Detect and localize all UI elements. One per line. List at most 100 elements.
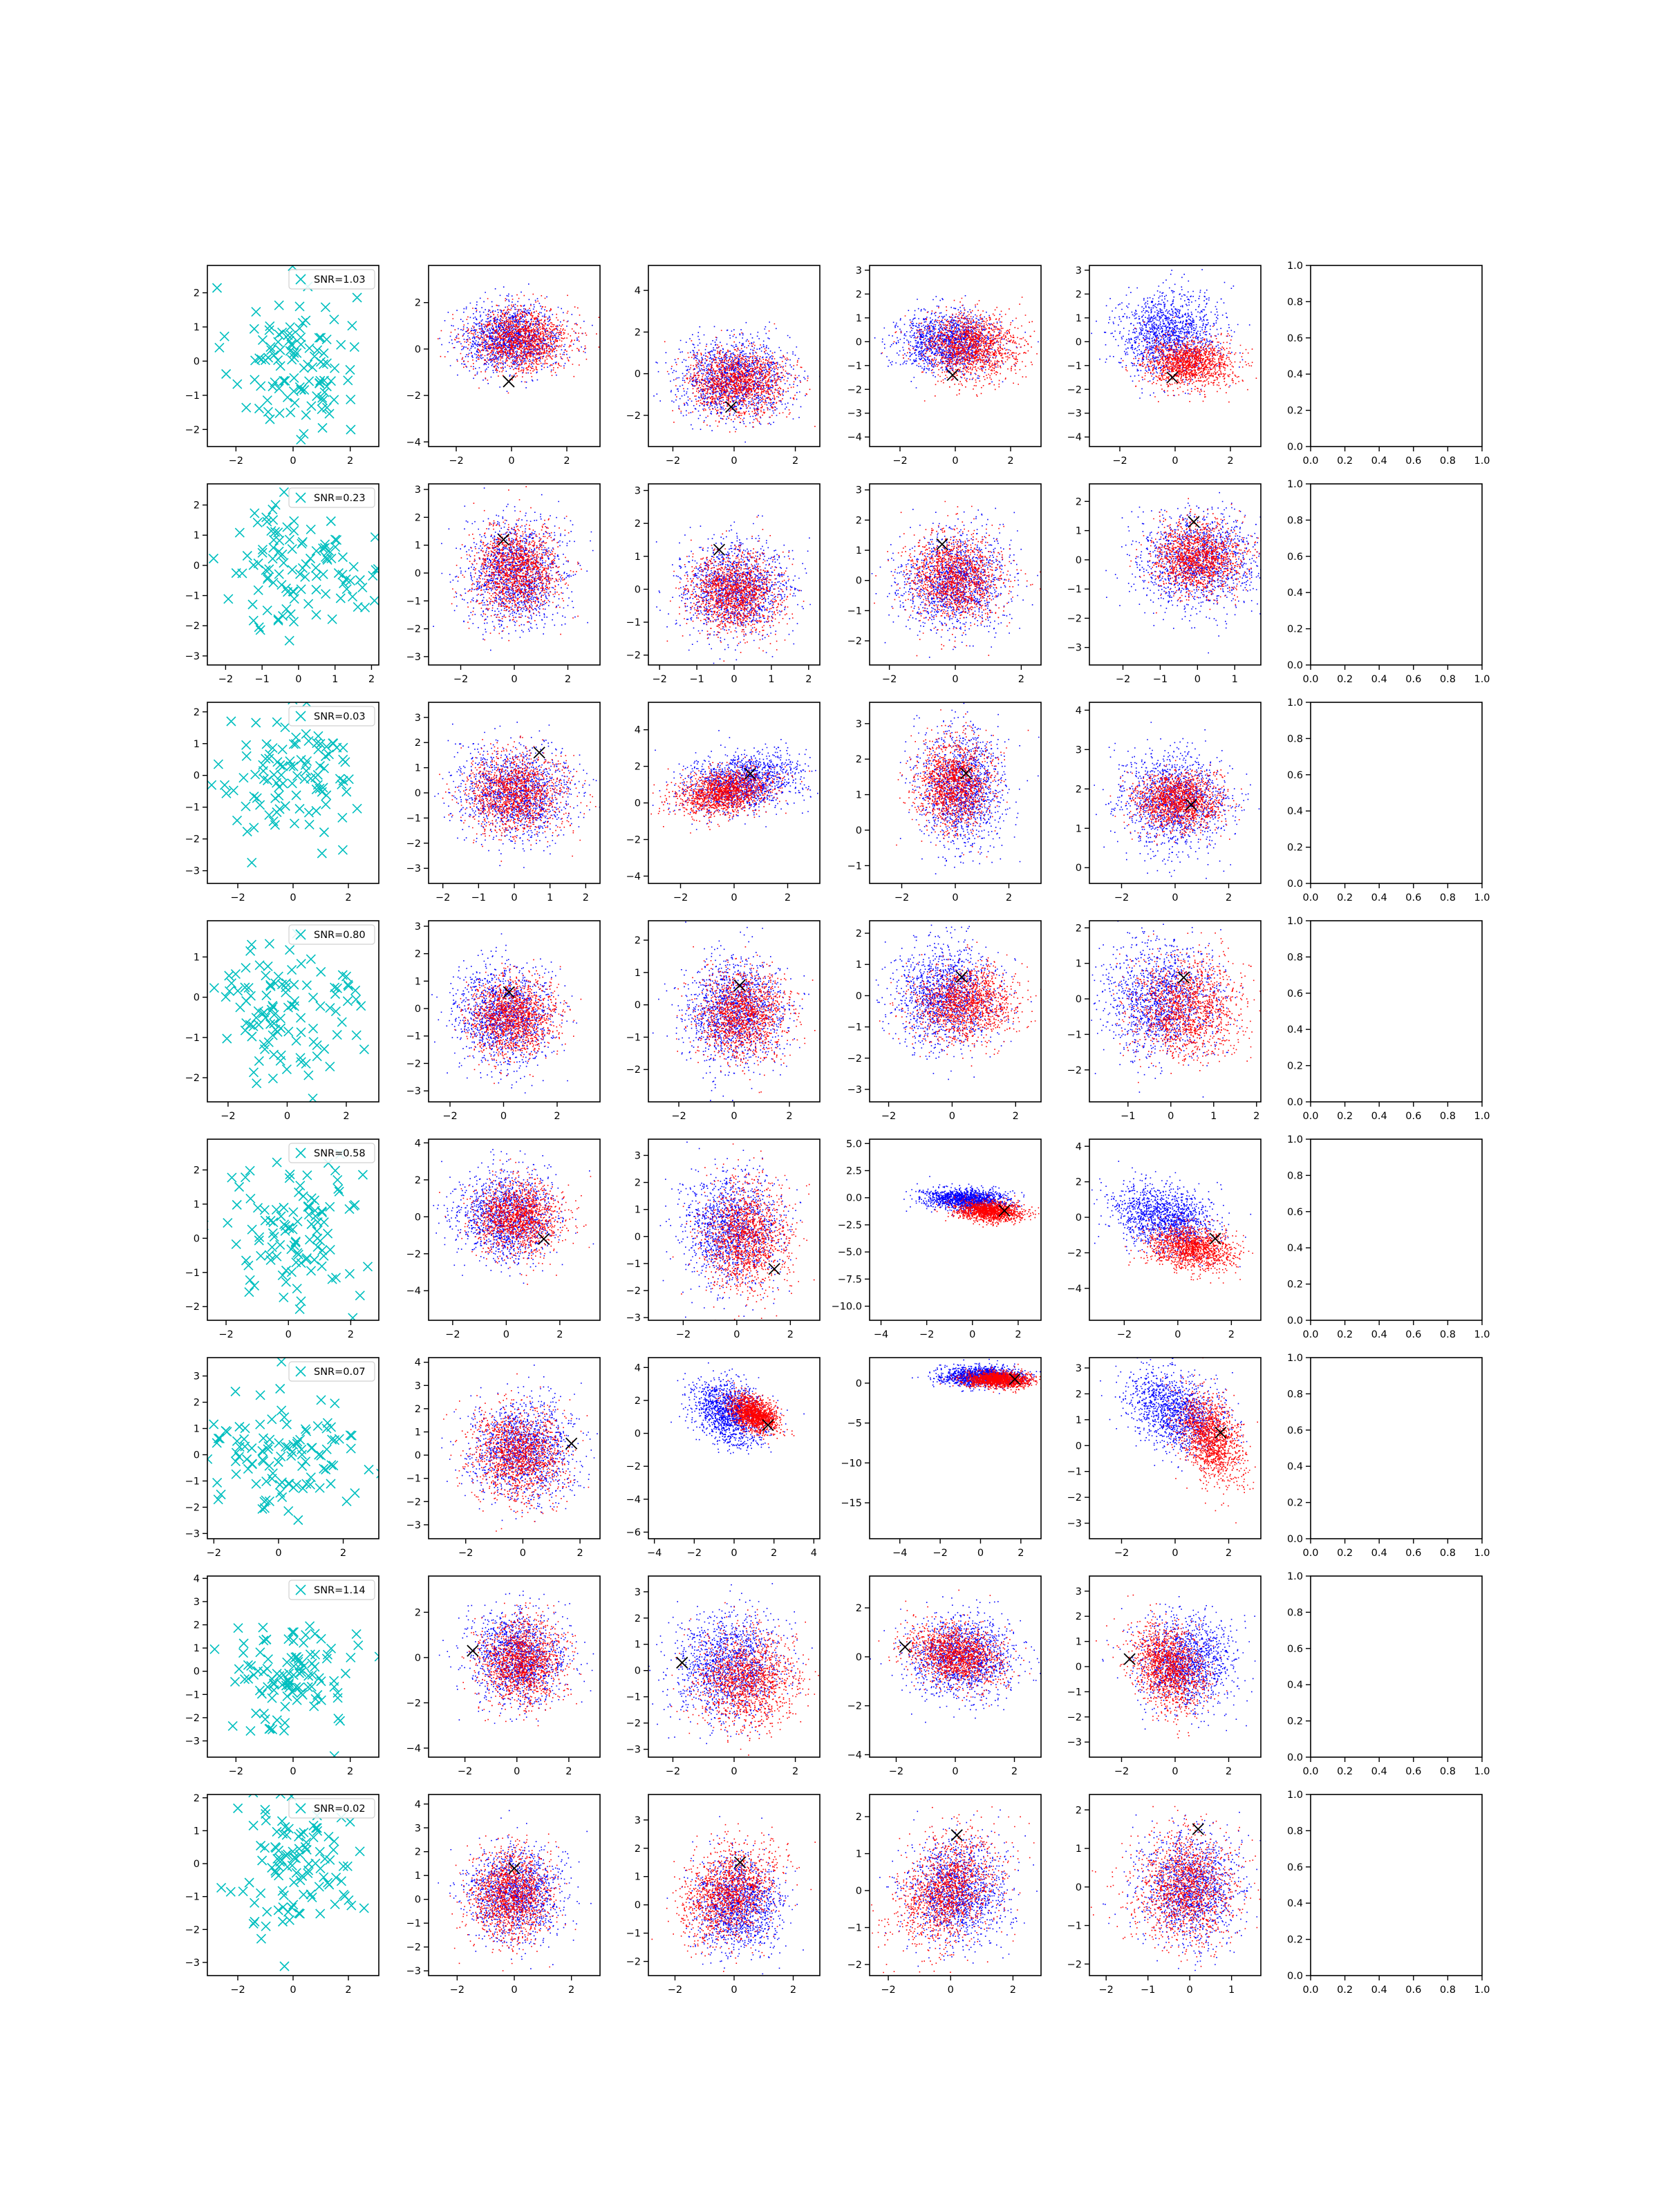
y-tick-label: −15 — [841, 1498, 862, 1509]
plot-area — [896, 695, 1044, 884]
y-tick-label: 0.2 — [1287, 1716, 1303, 1727]
y-tick-label: 2 — [194, 1620, 200, 1631]
x-tick-label: −2 — [881, 1111, 896, 1122]
y-tick-label: 4 — [1076, 1141, 1082, 1152]
y-tick-label: −3 — [1067, 409, 1082, 420]
y-tick-label: −3 — [185, 1958, 200, 1969]
y-tick-label: 0.0 — [1287, 1315, 1303, 1327]
plot-area — [1105, 480, 1291, 653]
y-tick-label: 0 — [194, 993, 200, 1004]
axes-frame — [648, 1794, 820, 1976]
plot-area — [863, 908, 1051, 1080]
red-point-cloud — [1110, 760, 1242, 845]
axes-frame — [1311, 484, 1482, 665]
x-tick-label: 0.6 — [1405, 674, 1421, 685]
y-tick-label: 0.0 — [1287, 1752, 1303, 1763]
x-tick-label: 0 — [1187, 1985, 1193, 1996]
y-tick-label: 3 — [856, 485, 862, 496]
x-tick-label: 0.4 — [1371, 1766, 1387, 1777]
y-tick-label: −3 — [847, 409, 862, 420]
y-tick-label: 0 — [635, 369, 641, 380]
x-tick-label: −2 — [671, 1111, 686, 1122]
y-tick-label: −5 — [847, 1418, 862, 1430]
x-tick-label: −1 — [254, 674, 269, 685]
y-tick-label: 4 — [1076, 705, 1082, 716]
x-tick-label: 0.6 — [1405, 1111, 1421, 1122]
plot-area — [656, 515, 823, 664]
y-tick-label: 1 — [856, 1849, 862, 1860]
y-tick-label: 0 — [1076, 1441, 1082, 1452]
x-tick-label: −2 — [445, 1329, 460, 1340]
y-tick-label: −3 — [406, 652, 421, 663]
sample-points — [203, 1357, 386, 1524]
x-tick-label: −2 — [221, 1111, 235, 1122]
plot-area — [427, 1130, 594, 1284]
axes-frame — [1089, 921, 1261, 1102]
x-tick-label: 0.2 — [1337, 674, 1353, 685]
x-tick-label: −2 — [892, 456, 907, 467]
x-tick-label: 0.0 — [1302, 1985, 1318, 1996]
x-tick-label: −2 — [666, 1766, 680, 1777]
y-tick-label: 0 — [1076, 555, 1082, 566]
y-tick-label: 3 — [415, 485, 421, 496]
plot-area — [912, 1359, 1058, 1394]
y-tick-label: −1 — [185, 1476, 200, 1487]
axes-frame — [648, 702, 820, 883]
subplot-r5-c4: −4 −2 0 2−10.0−7.5−5.0−2.50.02.55.0 — [832, 1138, 1047, 1340]
subplot-r1-c2: −2 0 2−4−202 — [406, 265, 614, 467]
x-tick-label: 2 — [347, 456, 353, 467]
x-tick-label: −2 — [881, 1985, 895, 1996]
y-tick-label: 0 — [635, 1429, 641, 1440]
x-tick-label: 0 — [500, 1111, 507, 1122]
axes-frame — [1311, 702, 1482, 883]
y-tick-label: 1.0 — [1287, 916, 1303, 927]
y-tick-label: 3 — [1076, 1586, 1082, 1597]
y-tick-label: 0 — [415, 344, 421, 355]
x-tick-label: 2 — [787, 1329, 794, 1340]
x-tick-label: 0.0 — [1302, 1111, 1318, 1122]
x-tick-label: 0 — [949, 1111, 955, 1122]
y-tick-label: −1 — [185, 1033, 200, 1044]
x-tick-label: 0.8 — [1440, 892, 1456, 903]
y-tick-label: −1 — [626, 1032, 641, 1043]
y-tick-label: 0 — [1076, 863, 1082, 874]
x-tick-label: 0.2 — [1337, 892, 1353, 903]
red-point-cloud — [879, 1590, 1031, 1707]
red-point-cloud — [1113, 932, 1277, 1083]
x-tick-label: 2 — [583, 892, 589, 903]
plot-area — [1100, 1349, 1269, 1524]
y-tick-label: 0 — [635, 584, 641, 595]
y-tick-label: 3 — [1076, 265, 1082, 276]
y-tick-label: 1 — [194, 530, 200, 541]
x-tick-label: 2 — [345, 892, 351, 903]
y-tick-label: −2 — [185, 1302, 200, 1313]
y-tick-label: −1 — [626, 1692, 641, 1703]
x-tick-label: 0 — [952, 674, 958, 685]
x-tick-label: 0 — [1174, 1329, 1181, 1340]
x-tick-label: 2 — [556, 1329, 563, 1340]
y-tick-label: 1 — [194, 1199, 200, 1210]
axes-frame — [648, 265, 820, 447]
y-tick-label: 2 — [856, 754, 862, 765]
subplot-r1-c6: 0.0 0.2 0.4 0.6 0.8 1.00.00.20.40.60.81.0 — [1287, 261, 1490, 467]
x-tick-label: 2 — [1226, 1766, 1232, 1777]
y-tick-label: −1 — [406, 1474, 421, 1485]
y-tick-label: −1 — [185, 591, 200, 602]
x-tick-label: −1 — [689, 674, 704, 685]
y-tick-label: 4 — [415, 1799, 421, 1810]
y-tick-label: −3 — [406, 1966, 421, 1977]
x-tick-label: −2 — [666, 456, 680, 467]
subplot-r6-c4: −4 −2 0 2−15−10−50 — [841, 1358, 1058, 1559]
plot-area — [874, 295, 1064, 402]
reference-marker — [951, 1830, 962, 1841]
x-tick-label: −2 — [1114, 1548, 1129, 1559]
y-tick-label: −2 — [1067, 1712, 1082, 1723]
y-tick-label: 0.4 — [1287, 806, 1303, 817]
y-tick-label: 1 — [194, 739, 200, 750]
red-point-cloud — [867, 501, 1042, 657]
y-tick-label: 0 — [856, 1378, 862, 1389]
y-tick-label: −3 — [185, 1528, 200, 1539]
